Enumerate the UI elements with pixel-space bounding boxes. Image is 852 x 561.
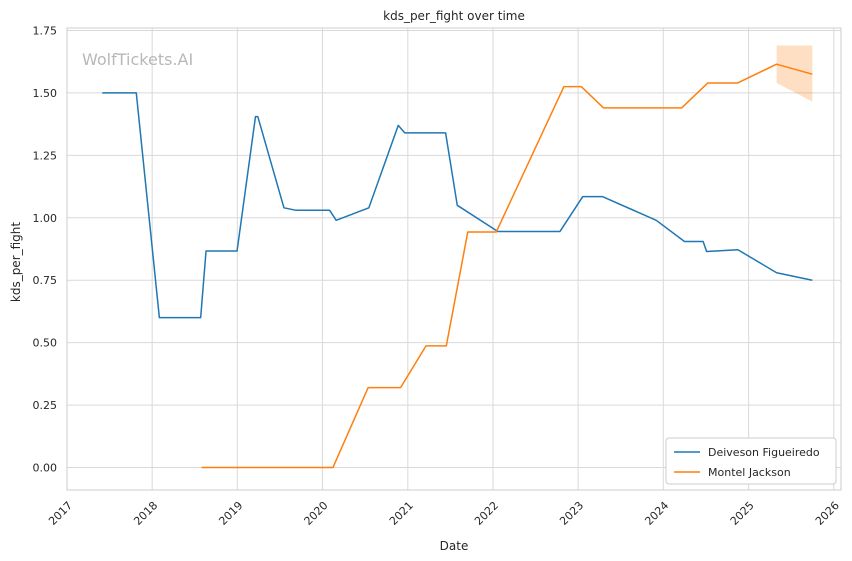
y-tick-label: 0.50: [33, 337, 58, 350]
confidence-band-montel-jackson: [776, 45, 813, 102]
legend-label-deiveson-figueiredo: Deiveson Figueiredo: [708, 446, 820, 459]
y-tick-label: 0.25: [33, 399, 58, 412]
series-line-montel-jackson: [201, 63, 813, 469]
legend-label-montel-jackson: Montel Jackson: [708, 466, 791, 479]
y-tick-label: 1.75: [33, 24, 58, 37]
series-line-deiveson-figueiredo: [102, 92, 813, 319]
y-tick-label: 0.00: [33, 462, 58, 475]
legend: Deiveson Figueiredo Montel Jackson: [665, 437, 837, 485]
y-axis-title: kds_per_fight: [9, 222, 23, 303]
y-tick-label: 1.25: [33, 149, 58, 162]
plot-frame: [66, 27, 842, 491]
chart-title: kds_per_fight over time: [383, 9, 525, 23]
y-tick-label: 1.00: [33, 212, 58, 225]
x-axis-title: Date: [440, 539, 469, 553]
watermark-text: WolfTickets.AI: [82, 50, 193, 69]
series-layer: [102, 63, 813, 469]
y-tick-label: 1.50: [33, 87, 58, 100]
confidence-band-layer: [776, 45, 813, 102]
legend-box: [665, 437, 837, 485]
y-tick-labels: 0.00 0.25 0.50 0.75 1.00 1.25 1.50 1.75: [33, 24, 58, 474]
y-tick-label: 0.75: [33, 274, 58, 287]
